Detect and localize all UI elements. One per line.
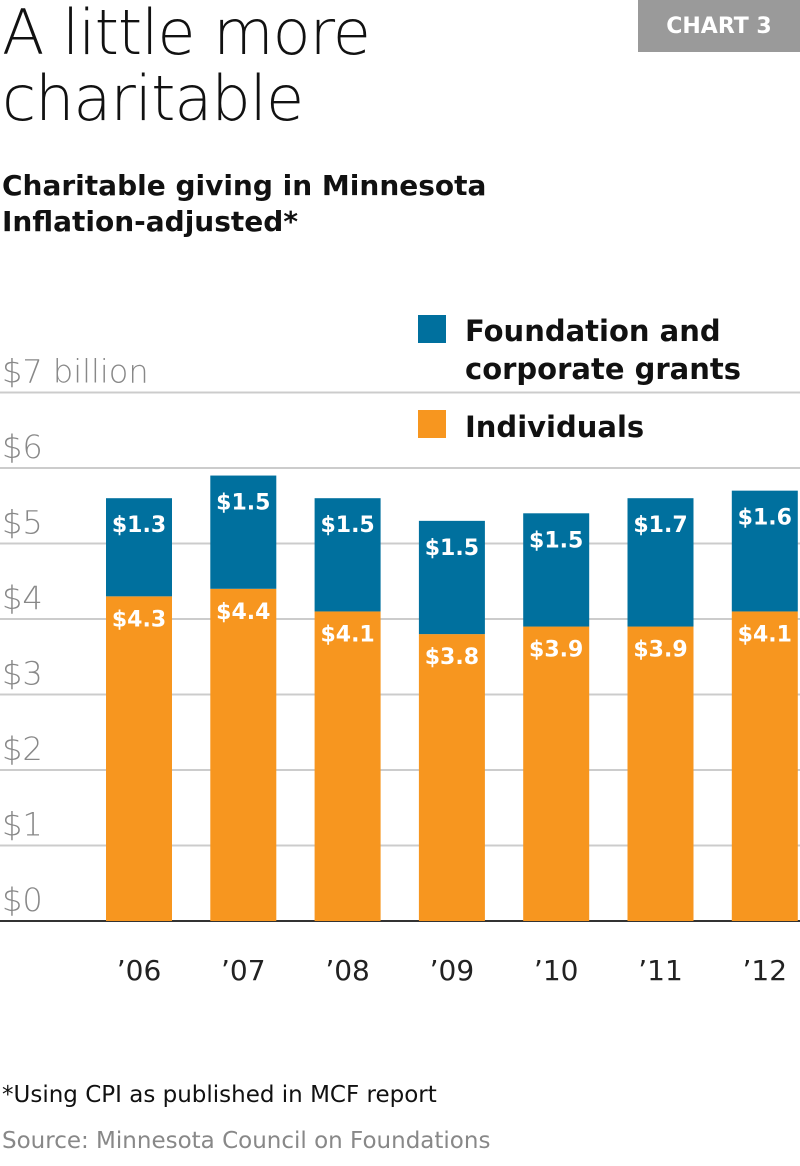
y-tick-label: $4 [2, 579, 43, 617]
data-label: $1.5 [425, 536, 479, 561]
data-label: $3.9 [529, 638, 583, 663]
source: Source: Minnesota Council on Foundations [2, 1128, 491, 1154]
x-tick-label: ’09 [430, 954, 475, 987]
x-tick-label: ’06 [117, 954, 162, 987]
data-label: $1.6 [738, 506, 792, 531]
data-label: $1.3 [112, 513, 166, 538]
x-tick-label: ’12 [743, 954, 788, 987]
y-tick-label: $3 [2, 655, 43, 693]
data-label: $1.5 [216, 491, 270, 516]
legend-label-foundation: Foundation and [465, 314, 721, 348]
legend-label-foundation: corporate grants [465, 352, 741, 386]
data-label: $3.8 [425, 645, 479, 670]
x-tick-label: ’10 [534, 954, 579, 987]
data-label: $4.1 [320, 622, 374, 647]
x-tick-label: ’07 [221, 954, 266, 987]
data-label: $1.5 [529, 528, 583, 553]
bar-foundation [523, 513, 590, 627]
chart-subtitle: Charitable giving in Minnesota Inflation-… [2, 168, 486, 240]
bar-foundation [314, 498, 381, 612]
title-line: charitable [2, 62, 304, 135]
title-line: A little more [2, 0, 371, 69]
data-label: $4.4 [216, 600, 270, 625]
bar-individuals [314, 611, 381, 921]
x-tick-label: ’08 [325, 954, 370, 987]
bar-individuals [627, 626, 694, 921]
footnote: *Using CPI as published in MCF report [2, 1082, 437, 1108]
bar-individuals [523, 626, 590, 921]
bar-foundation [627, 498, 694, 627]
y-tick-label: $2 [2, 730, 43, 768]
bar-individuals [731, 611, 798, 921]
x-tick-label: ’11 [638, 954, 683, 987]
legend-swatch-foundation [418, 315, 446, 343]
y-tick-label: $6 [2, 428, 43, 466]
chart-badge: CHART 3 [638, 0, 800, 52]
data-label: $1.5 [320, 513, 374, 538]
data-label: $3.9 [633, 638, 687, 663]
chart-title: A little more charitable [2, 0, 371, 135]
bar-foundation [106, 498, 172, 597]
y-tick-label: $0 [2, 881, 43, 919]
data-label: $4.1 [738, 622, 792, 647]
bar-foundation [418, 520, 485, 635]
legend-swatch-individuals [418, 410, 446, 438]
y-tick-label: $7 billion [2, 353, 149, 391]
bar-individuals [210, 588, 277, 921]
legend-label-individuals: Individuals [465, 410, 644, 444]
y-tick-label: $1 [2, 806, 43, 844]
bar-individuals [418, 634, 485, 921]
y-tick-label: $5 [2, 504, 43, 542]
subtitle-line: Charitable giving in Minnesota [2, 169, 487, 202]
data-label: $4.3 [112, 607, 166, 632]
bar-individuals [106, 596, 172, 921]
data-label: $1.7 [633, 513, 687, 538]
bar-foundation [731, 490, 798, 612]
bar-foundation [210, 475, 277, 589]
subtitle-line: Inflation-adjusted* [2, 205, 298, 238]
